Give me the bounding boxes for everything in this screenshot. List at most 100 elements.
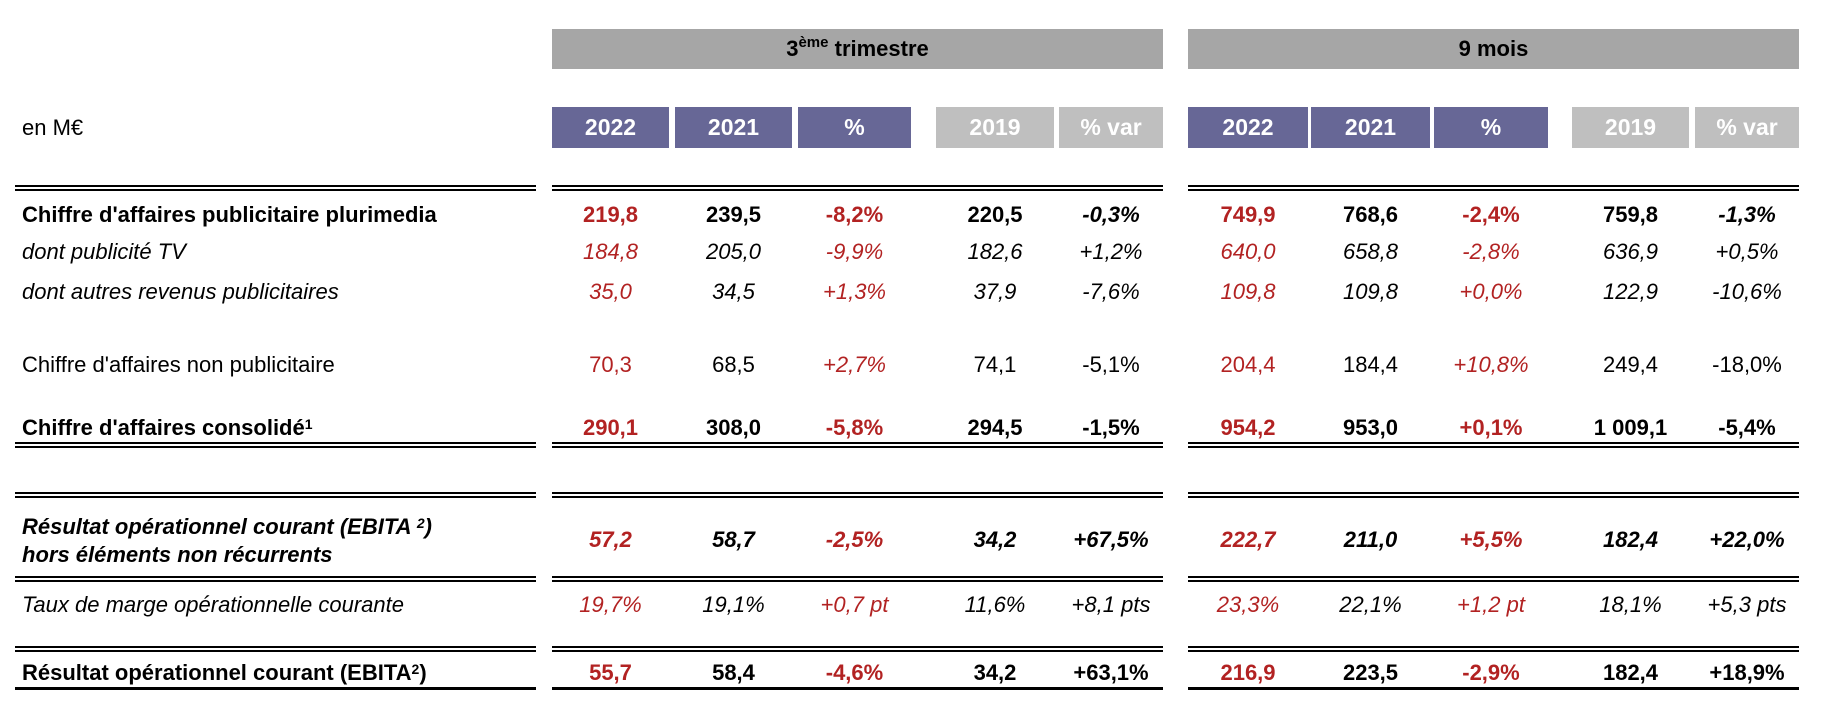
cell-m9-2022: 109,8 [1220, 279, 1276, 304]
cell-q3-2019: 74,1 [973, 352, 1017, 377]
cell-m9-2019: 249,4 [1602, 352, 1659, 377]
single-rule [552, 687, 1163, 690]
cell-m9-pct-var: -1,3% [1718, 202, 1776, 227]
cell-q3-2022: 19,7% [579, 592, 642, 617]
cell-q3-2021: 239,5 [705, 202, 762, 227]
cell-q3-pct: +1,3% [823, 279, 886, 304]
single-rule [1188, 687, 1799, 690]
cell-m9-2019: 1 009,1 [1593, 415, 1668, 440]
row-label-ebita: Résultat opérationnel courant (EBITA2) [22, 659, 427, 687]
col-header-q3-pct: % [798, 107, 911, 148]
cell-m9-pct: +10,8% [1453, 352, 1529, 377]
cell-m9-2022: 204,4 [1220, 352, 1276, 377]
cell-q3-2021: 205,0 [705, 239, 762, 264]
cell-q3-2019: 37,9 [973, 279, 1017, 304]
cell-m9-2019: 182,4 [1602, 527, 1659, 552]
q3-superscript: ème [798, 34, 829, 51]
q3-suffix: trimestre [828, 36, 929, 61]
cell-m9-pct: +0,1% [1459, 415, 1523, 440]
cell-q3-pct-var: -0,3% [1082, 202, 1140, 227]
cell-q3-pct: -5,8% [825, 415, 884, 440]
cell-q3-2022: 55,7 [589, 660, 632, 685]
cell-q3-pct-var: +67,5% [1073, 527, 1149, 552]
cell-m9-pct: -2,8% [1462, 239, 1520, 264]
row-label-text: Résultat opérationnel courant (EBITA [22, 514, 417, 539]
col-header-q3-2019: 2019 [936, 107, 1054, 148]
cell-q3-pct-var: +1,2% [1079, 239, 1143, 264]
col-header-9m-pct: % [1434, 107, 1548, 148]
cell-m9-pct: +1,2 pt [1457, 592, 1525, 617]
row-label-end: ) [424, 514, 432, 539]
cell-q3-2022: 219,8 [582, 202, 639, 227]
cell-m9-2021: 211,0 [1343, 527, 1398, 552]
cell-q3-pct-var: -1,5% [1082, 415, 1140, 440]
cell-q3-2022: 184,8 [582, 239, 639, 264]
q3-prefix: 3 [786, 36, 799, 61]
row-label-end: ) [419, 660, 427, 685]
col-header-9m-2021: 2021 [1311, 107, 1430, 148]
cell-q3-2021: 68,5 [712, 352, 755, 377]
cell-m9-2019: 18,1% [1599, 592, 1662, 617]
cell-m9-pct-var: +5,3 pts [1707, 592, 1787, 617]
double-rule [552, 442, 1163, 448]
row-label-other-ad: dont autres revenus publicitaires [22, 279, 339, 304]
cell-q3-pct: +0,7 pt [820, 592, 889, 617]
double-rule [1188, 576, 1799, 582]
cell-m9-2022: 23,3% [1216, 592, 1280, 617]
row-label-margin-rate: Taux de marge opérationnelle courante [22, 592, 405, 617]
row-label-text: Résultat opérationnel courant (EBITA [22, 660, 412, 685]
cell-q3-pct: +2,7% [823, 352, 886, 377]
cell-q3-pct-var: -7,6% [1082, 279, 1140, 304]
cell-q3-2022: 70,3 [589, 352, 632, 377]
cell-q3-2022: 290,1 [582, 415, 639, 440]
row-label-tv-ad: dont publicité TV [22, 239, 186, 264]
cell-m9-2019: 122,9 [1602, 279, 1659, 304]
row-label-ad-revenue: Chiffre d'affaires publicitaire plurimed… [22, 202, 437, 227]
cell-q3-2019: 220,5 [967, 202, 1023, 227]
cell-m9-pct: +5,5% [1459, 527, 1523, 552]
cell-m9-pct: -2,9% [1462, 660, 1520, 685]
period-header-q3: 3ème trimestre [552, 29, 1163, 69]
cell-m9-pct-var: +0,5% [1715, 239, 1779, 264]
cell-m9-pct-var: +22,0% [1709, 527, 1785, 552]
footnote-1: 1 [304, 416, 313, 432]
cell-m9-2022: 640,0 [1220, 239, 1276, 264]
single-rule [15, 687, 536, 690]
double-rule [1188, 646, 1799, 652]
row-label-text: Chiffre d'affaires consolidé [22, 415, 305, 440]
col-header-9m-2022: 2022 [1188, 107, 1308, 148]
cell-m9-2021: 223,5 [1342, 660, 1399, 685]
cell-q3-2021: 308,0 [705, 415, 762, 440]
cell-q3-2019: 34,2 [973, 527, 1017, 552]
cell-q3-2022: 57,2 [589, 527, 632, 552]
cell-m9-2021: 22,1% [1339, 592, 1402, 617]
double-rule [1188, 492, 1799, 498]
cell-m9-pct-var: -18,0% [1712, 352, 1782, 377]
cell-m9-pct-var: -5,4% [1718, 415, 1776, 440]
double-rule [15, 492, 536, 498]
cell-m9-2021: 658,8 [1342, 239, 1399, 264]
cell-q3-2019: 182,6 [967, 239, 1023, 264]
double-rule [15, 185, 536, 191]
cell-q3-2021: 58,4 [712, 660, 755, 685]
col-header-9m-pct-var: % var [1695, 107, 1799, 148]
double-rule [552, 185, 1163, 191]
cell-q3-2019: 294,5 [967, 415, 1023, 440]
cell-q3-pct: -2,5% [825, 527, 884, 552]
double-rule [552, 646, 1163, 652]
double-rule [1188, 185, 1799, 191]
double-rule [552, 576, 1163, 582]
double-rule [15, 442, 536, 448]
double-rule [15, 646, 536, 652]
cell-m9-2022: 749,9 [1220, 202, 1276, 227]
row-label-ebita-recurring: Résultat opérationnel courant (EBITA 2) [22, 513, 432, 541]
cell-q3-2021: 58,7 [712, 527, 755, 552]
cell-m9-2022: 222,7 [1220, 527, 1276, 552]
cell-q3-pct: -9,9% [825, 239, 884, 264]
footnote-2: 2 [411, 661, 420, 677]
double-rule [15, 576, 536, 582]
double-rule [1188, 442, 1799, 448]
col-header-9m-2019: 2019 [1572, 107, 1689, 148]
cell-m9-2021: 184,4 [1342, 352, 1399, 377]
cell-m9-2019: 636,9 [1602, 239, 1659, 264]
